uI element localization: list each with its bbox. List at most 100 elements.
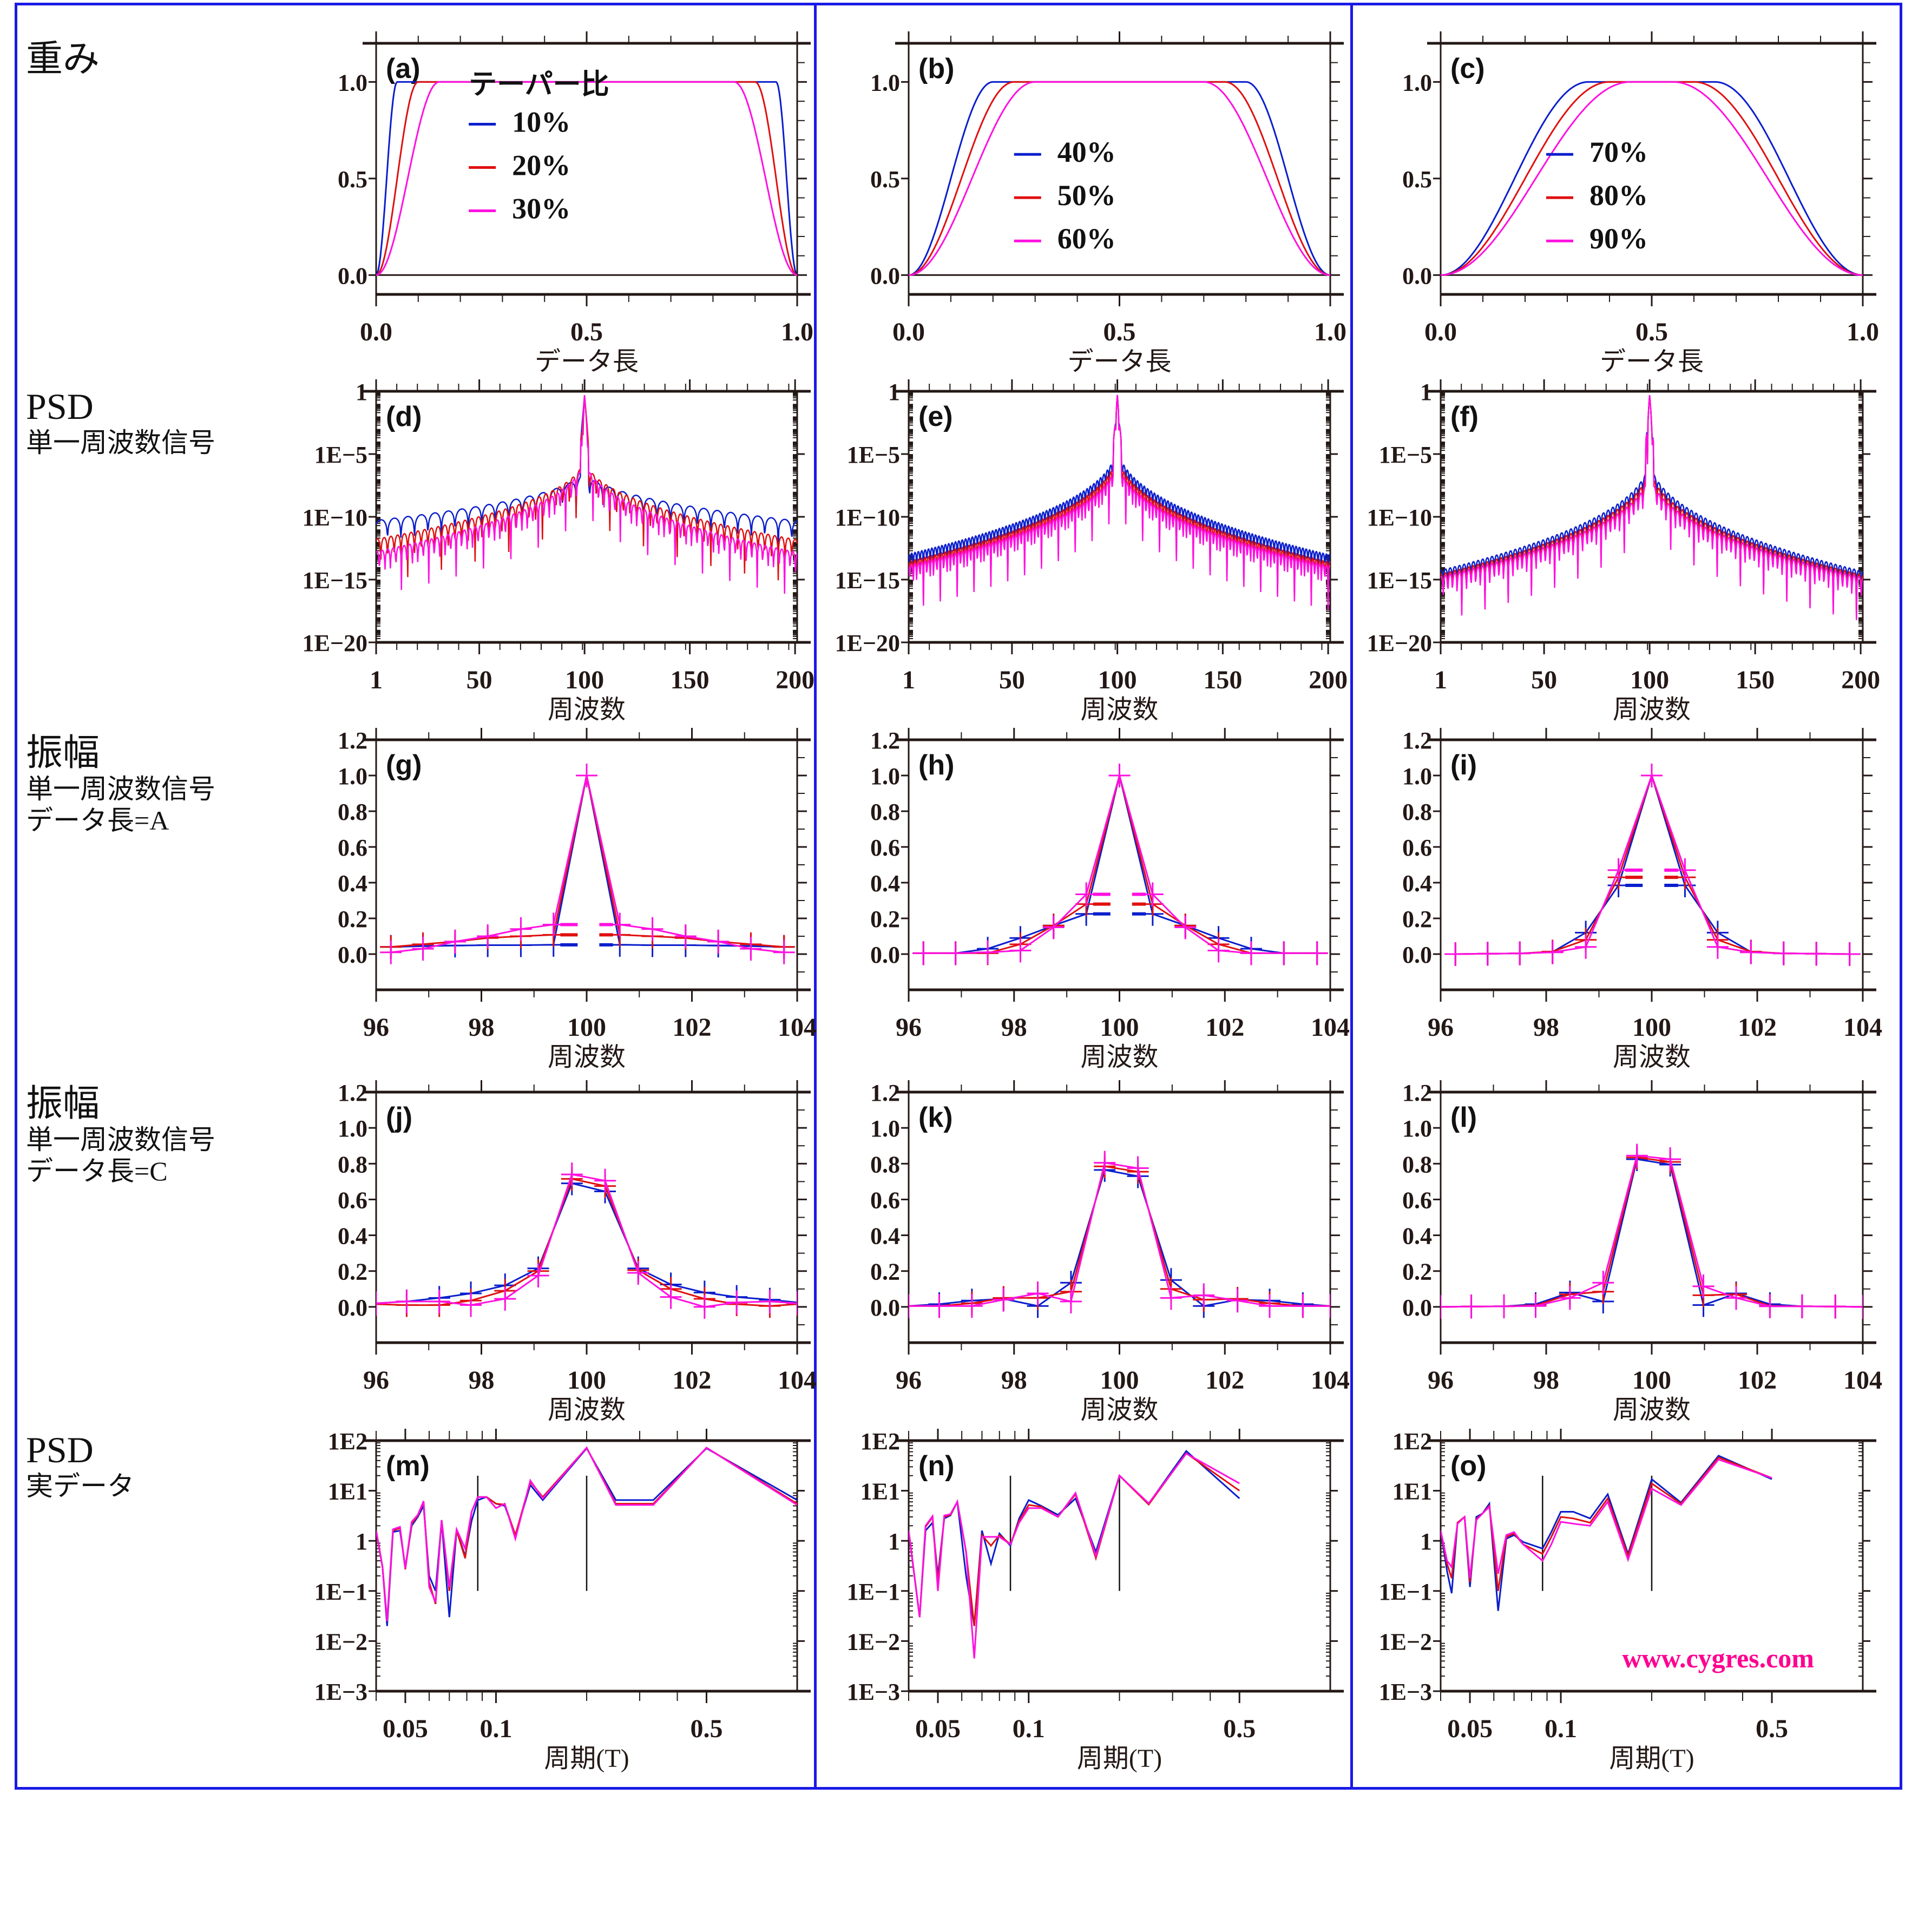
chart-panel-h: 96 98 100 102 104 0.0 0.2 0.4 0.6 0.8 1.0 1.2 周波数 (h) — [870, 727, 1350, 1072]
series-line-60% — [909, 81, 1330, 276]
data-point-marker — [376, 1291, 387, 1316]
panel-label: (j) — [386, 1102, 412, 1133]
y-tick-label: 0.8 — [1402, 799, 1432, 825]
y-tick-label: 1E−15 — [1367, 567, 1432, 594]
chart-panel-a: 0.0 0.5 1.0 0.0 0.5 1.0 データ長 (a) テーパー比 10% 20% 30% — [338, 31, 813, 376]
x-axis-label: 周波数 — [548, 1043, 626, 1072]
y-tick-label: 1.2 — [338, 1080, 367, 1106]
data-point-marker — [1706, 935, 1729, 959]
plot-area — [1441, 1144, 1863, 1319]
x-tick-label: 1.0 — [1314, 318, 1346, 346]
y-tick-label: 1E−20 — [835, 630, 900, 656]
x-tick-label: 0.5 — [1635, 318, 1668, 346]
data-point-marker — [909, 1294, 919, 1318]
row-label-amp-c: 振幅 単一周波数信号 データ長=C — [26, 1082, 215, 1187]
series-line-20% — [391, 775, 784, 948]
plot-area — [380, 764, 795, 964]
data-point-marker — [1759, 1294, 1781, 1318]
row-subtitle: 単一周波数信号 — [26, 774, 215, 805]
data-point-marker — [1476, 942, 1499, 966]
y-tick-label: 1E−20 — [1367, 630, 1432, 656]
x-tick-label: 150 — [1203, 666, 1242, 694]
row-title: 重み — [26, 38, 100, 80]
y-tick-label: 1E2 — [860, 1428, 900, 1455]
series-line-30% — [909, 1453, 1240, 1659]
y-tick-label: 1E2 — [328, 1428, 367, 1455]
data-point-marker — [627, 1261, 649, 1285]
y-tick-label: 0.0 — [338, 262, 367, 289]
legend-label: 20% — [512, 149, 570, 182]
plot-area — [376, 1446, 797, 1626]
panel-label: (g) — [386, 750, 422, 781]
x-tick-label: 50 — [467, 666, 492, 694]
data-point-marker — [460, 1293, 482, 1317]
x-tick-label: 100 — [567, 1366, 606, 1395]
data-point-marker — [1559, 1286, 1581, 1310]
x-tick-label: 100 — [1100, 1013, 1139, 1042]
x-tick-label: 0.0 — [892, 318, 925, 346]
y-tick-label: 1E−2 — [1379, 1628, 1432, 1655]
legend-title: テーパー比 — [469, 70, 609, 101]
y-tick-label: 0.0 — [338, 942, 367, 968]
x-tick-label: 0.5 — [1223, 1714, 1256, 1743]
panel-label: (o) — [1450, 1450, 1486, 1482]
series-line-90% — [1441, 1458, 1772, 1579]
y-tick-label: 1E1 — [860, 1478, 900, 1505]
series-line-50% — [909, 1165, 1330, 1307]
x-tick-label: 104 — [778, 1366, 817, 1395]
series-line-10% — [376, 81, 797, 276]
x-tick-label: 100 — [1632, 1366, 1671, 1395]
y-tick-label: 0.6 — [338, 834, 367, 861]
series-line-60% — [923, 772, 1317, 954]
chart-panel-g: 96 98 100 102 104 0.0 0.2 0.4 0.6 0.8 1.0 1.2 周波数 (g) — [338, 727, 817, 1072]
y-tick-label: 1E−10 — [303, 504, 367, 531]
legend-label: 30% — [512, 193, 570, 225]
y-tick-label: 1 — [356, 1528, 367, 1555]
x-tick-label: 1 — [1434, 666, 1447, 694]
x-tick-label: 1 — [370, 666, 383, 694]
series-line-90% — [1441, 1154, 1863, 1308]
data-point-marker — [674, 924, 697, 948]
y-tick-label: 1E2 — [1392, 1428, 1432, 1455]
y-tick-label: 0.4 — [338, 1223, 367, 1250]
x-tick-label: 100 — [567, 1013, 606, 1042]
y-tick-label: 0.8 — [1402, 1151, 1432, 1178]
row-subtitle: 実データ — [26, 1471, 134, 1502]
data-point-marker — [1641, 764, 1663, 787]
x-tick-label: 98 — [469, 1366, 495, 1395]
row-subtitle: 単一周波数信号 — [26, 1125, 215, 1155]
x-tick-label: 0.5 — [690, 1714, 722, 1743]
x-axis-label: 周波数 — [1080, 1396, 1158, 1424]
data-point-marker — [594, 1168, 616, 1193]
x-axis-label: 周期(T) — [544, 1744, 629, 1773]
x-tick-label: 100 — [1098, 666, 1137, 694]
y-tick-label: 0.8 — [870, 1151, 900, 1178]
x-tick-label: 96 — [896, 1013, 922, 1042]
y-tick-label: 0.0 — [1402, 942, 1432, 968]
x-tick-label: 0.0 — [1424, 318, 1457, 346]
plot-area — [1441, 395, 1863, 620]
y-tick-label: 1E−5 — [847, 442, 900, 468]
data-point-marker — [1193, 1283, 1215, 1307]
plot-frame — [1440, 42, 1864, 295]
x-tick-label: 1 — [902, 666, 915, 694]
data-point-marker — [494, 1286, 516, 1311]
row-label-weight: 重み — [26, 38, 100, 80]
y-tick-label: 0.6 — [870, 834, 900, 861]
data-point-marker — [1791, 1294, 1813, 1318]
data-point-marker — [1319, 1294, 1330, 1318]
data-point-marker — [707, 929, 730, 954]
x-axis-label: データ長 — [1067, 347, 1171, 376]
y-tick-label: 0.6 — [870, 1187, 900, 1213]
plot-area — [909, 1151, 1330, 1318]
legend-label: 50% — [1057, 179, 1116, 212]
data-point-marker — [641, 917, 664, 941]
y-tick-label: 1.0 — [1402, 1115, 1432, 1142]
data-point-marker — [1659, 1147, 1681, 1172]
x-tick-label: 0.05 — [915, 1714, 961, 1743]
data-point-marker — [412, 937, 434, 961]
x-tick-label: 0.05 — [1447, 1714, 1493, 1743]
y-tick-label: 1.2 — [870, 1080, 900, 1106]
y-tick-label: 1E−5 — [314, 442, 367, 468]
data-point-marker — [740, 937, 762, 961]
